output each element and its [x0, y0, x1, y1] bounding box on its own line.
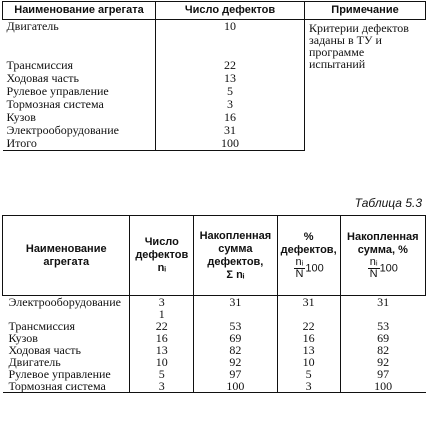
- cell-count: 3: [129, 295, 194, 308]
- cell-cum-pct: 92: [339, 356, 426, 368]
- row-count: 31: [155, 124, 305, 137]
- cell-pct: 16: [276, 332, 341, 344]
- spacer: [155, 33, 305, 59]
- table-row: Кузов 16 69 16 69: [3, 332, 426, 344]
- cell-pct: 22: [276, 320, 341, 332]
- header-unit-name: Наименование агрегата: [2, 1, 156, 20]
- table-row: Электрооборудование 3 31 31 31: [3, 295, 426, 309]
- cell-cum: 53: [193, 320, 278, 332]
- header-cumulative-percent: Накопленная сумма, % nᵢ N 100: [339, 215, 427, 296]
- table-row: Тормозная система 3 100 3 100: [2, 380, 426, 393]
- cell-cum: 82: [193, 344, 278, 356]
- fraction: nᵢ N: [367, 256, 380, 280]
- cell-cum: 100: [193, 380, 278, 393]
- pareto-table: Наименование агрегата Число дефектов nᵢ …: [1, 215, 427, 393]
- table-row: Двигатель 10 92 10 92: [3, 356, 426, 368]
- cell-name: Рулевое управление: [8, 367, 111, 381]
- row-count: 10: [155, 19, 305, 33]
- header-defect-count: Число дефектов: [155, 1, 305, 20]
- table-caption: Таблица 5.3: [354, 196, 422, 210]
- row-count: 100: [155, 137, 305, 151]
- fraction: nᵢ N: [293, 256, 306, 280]
- table-row: Ходовая часть 13 82 13 82: [3, 344, 426, 356]
- row-count: 13: [155, 72, 305, 85]
- row-name: Тормозная система: [6, 97, 104, 111]
- table-row: Трансмиссия 22 53 22 53: [3, 320, 426, 332]
- header-cumulative-sum: Накопленная сумма дефектов, Σ nᵢ: [193, 215, 278, 296]
- note-text: Критерии дефектов заданы в ТУ и программ…: [304, 19, 426, 151]
- cell-cum: 92: [193, 356, 278, 368]
- row-count: 22: [155, 59, 305, 72]
- cell-name: Электрооборудование: [8, 295, 121, 309]
- defects-table: Наименование агрегата Число дефектов При…: [2, 1, 426, 151]
- cell-cum: 31: [193, 295, 278, 308]
- cell-cum-pct: 82: [339, 344, 426, 356]
- cell-pct: 3: [276, 380, 341, 393]
- header-defect-count: Число дефектов nᵢ: [129, 215, 195, 296]
- row-name: Электрооборудование: [6, 123, 119, 137]
- row-name: Кузов: [6, 110, 36, 124]
- table-row: Рулевое управление 5 97 5 97: [3, 368, 426, 380]
- row-name: Итого: [2, 137, 156, 151]
- cell-name: Ходовая часть: [8, 343, 81, 357]
- header-unit-name: Наименование агрегата: [1, 215, 131, 296]
- spacer: [3, 33, 156, 59]
- cell-cum-pct: 53: [339, 320, 426, 332]
- cell-name: Тормозная система: [2, 380, 130, 393]
- cell-cum: [193, 308, 278, 320]
- cell-name: Кузов: [8, 331, 38, 345]
- cell-count: 10: [129, 356, 194, 368]
- table-row: 1: [3, 308, 426, 320]
- cell-pct: [276, 308, 341, 320]
- cell-count: 5: [129, 368, 194, 380]
- cell-cum: 69: [193, 332, 278, 344]
- row-count: 3: [155, 98, 305, 111]
- cell-count: 16: [129, 332, 194, 344]
- cell-name: Трансмиссия: [8, 319, 76, 333]
- cell-count: 1: [129, 308, 194, 320]
- cell-pct: 13: [276, 344, 341, 356]
- cell-cum-pct: 97: [339, 368, 426, 380]
- row-name: Двигатель: [6, 19, 59, 33]
- cell-pct: 10: [276, 356, 341, 368]
- cell-cum: 97: [193, 368, 278, 380]
- cell-count: 3: [129, 380, 194, 393]
- cell-pct: 31: [276, 295, 341, 308]
- row-name: Трансмиссия: [6, 58, 74, 72]
- cell-count: 13: [129, 344, 194, 356]
- header-note: Примечание: [304, 1, 426, 20]
- row-count: 5: [155, 85, 305, 98]
- row-count: 16: [155, 111, 305, 124]
- row-name: Ходовая часть: [6, 71, 79, 85]
- header-percent-defects: % дефектов, nᵢ N 100: [276, 215, 341, 296]
- cell-name: Двигатель: [8, 355, 61, 369]
- cell-count: 22: [129, 320, 194, 332]
- cell-cum-pct: 100: [339, 380, 426, 393]
- cell-cum-pct: 31: [339, 295, 426, 308]
- row-name: Рулевое управление: [6, 84, 109, 98]
- cell-cum-pct: 69: [339, 332, 426, 344]
- cell-cum-pct: [339, 308, 426, 320]
- cell-pct: 5: [276, 368, 341, 380]
